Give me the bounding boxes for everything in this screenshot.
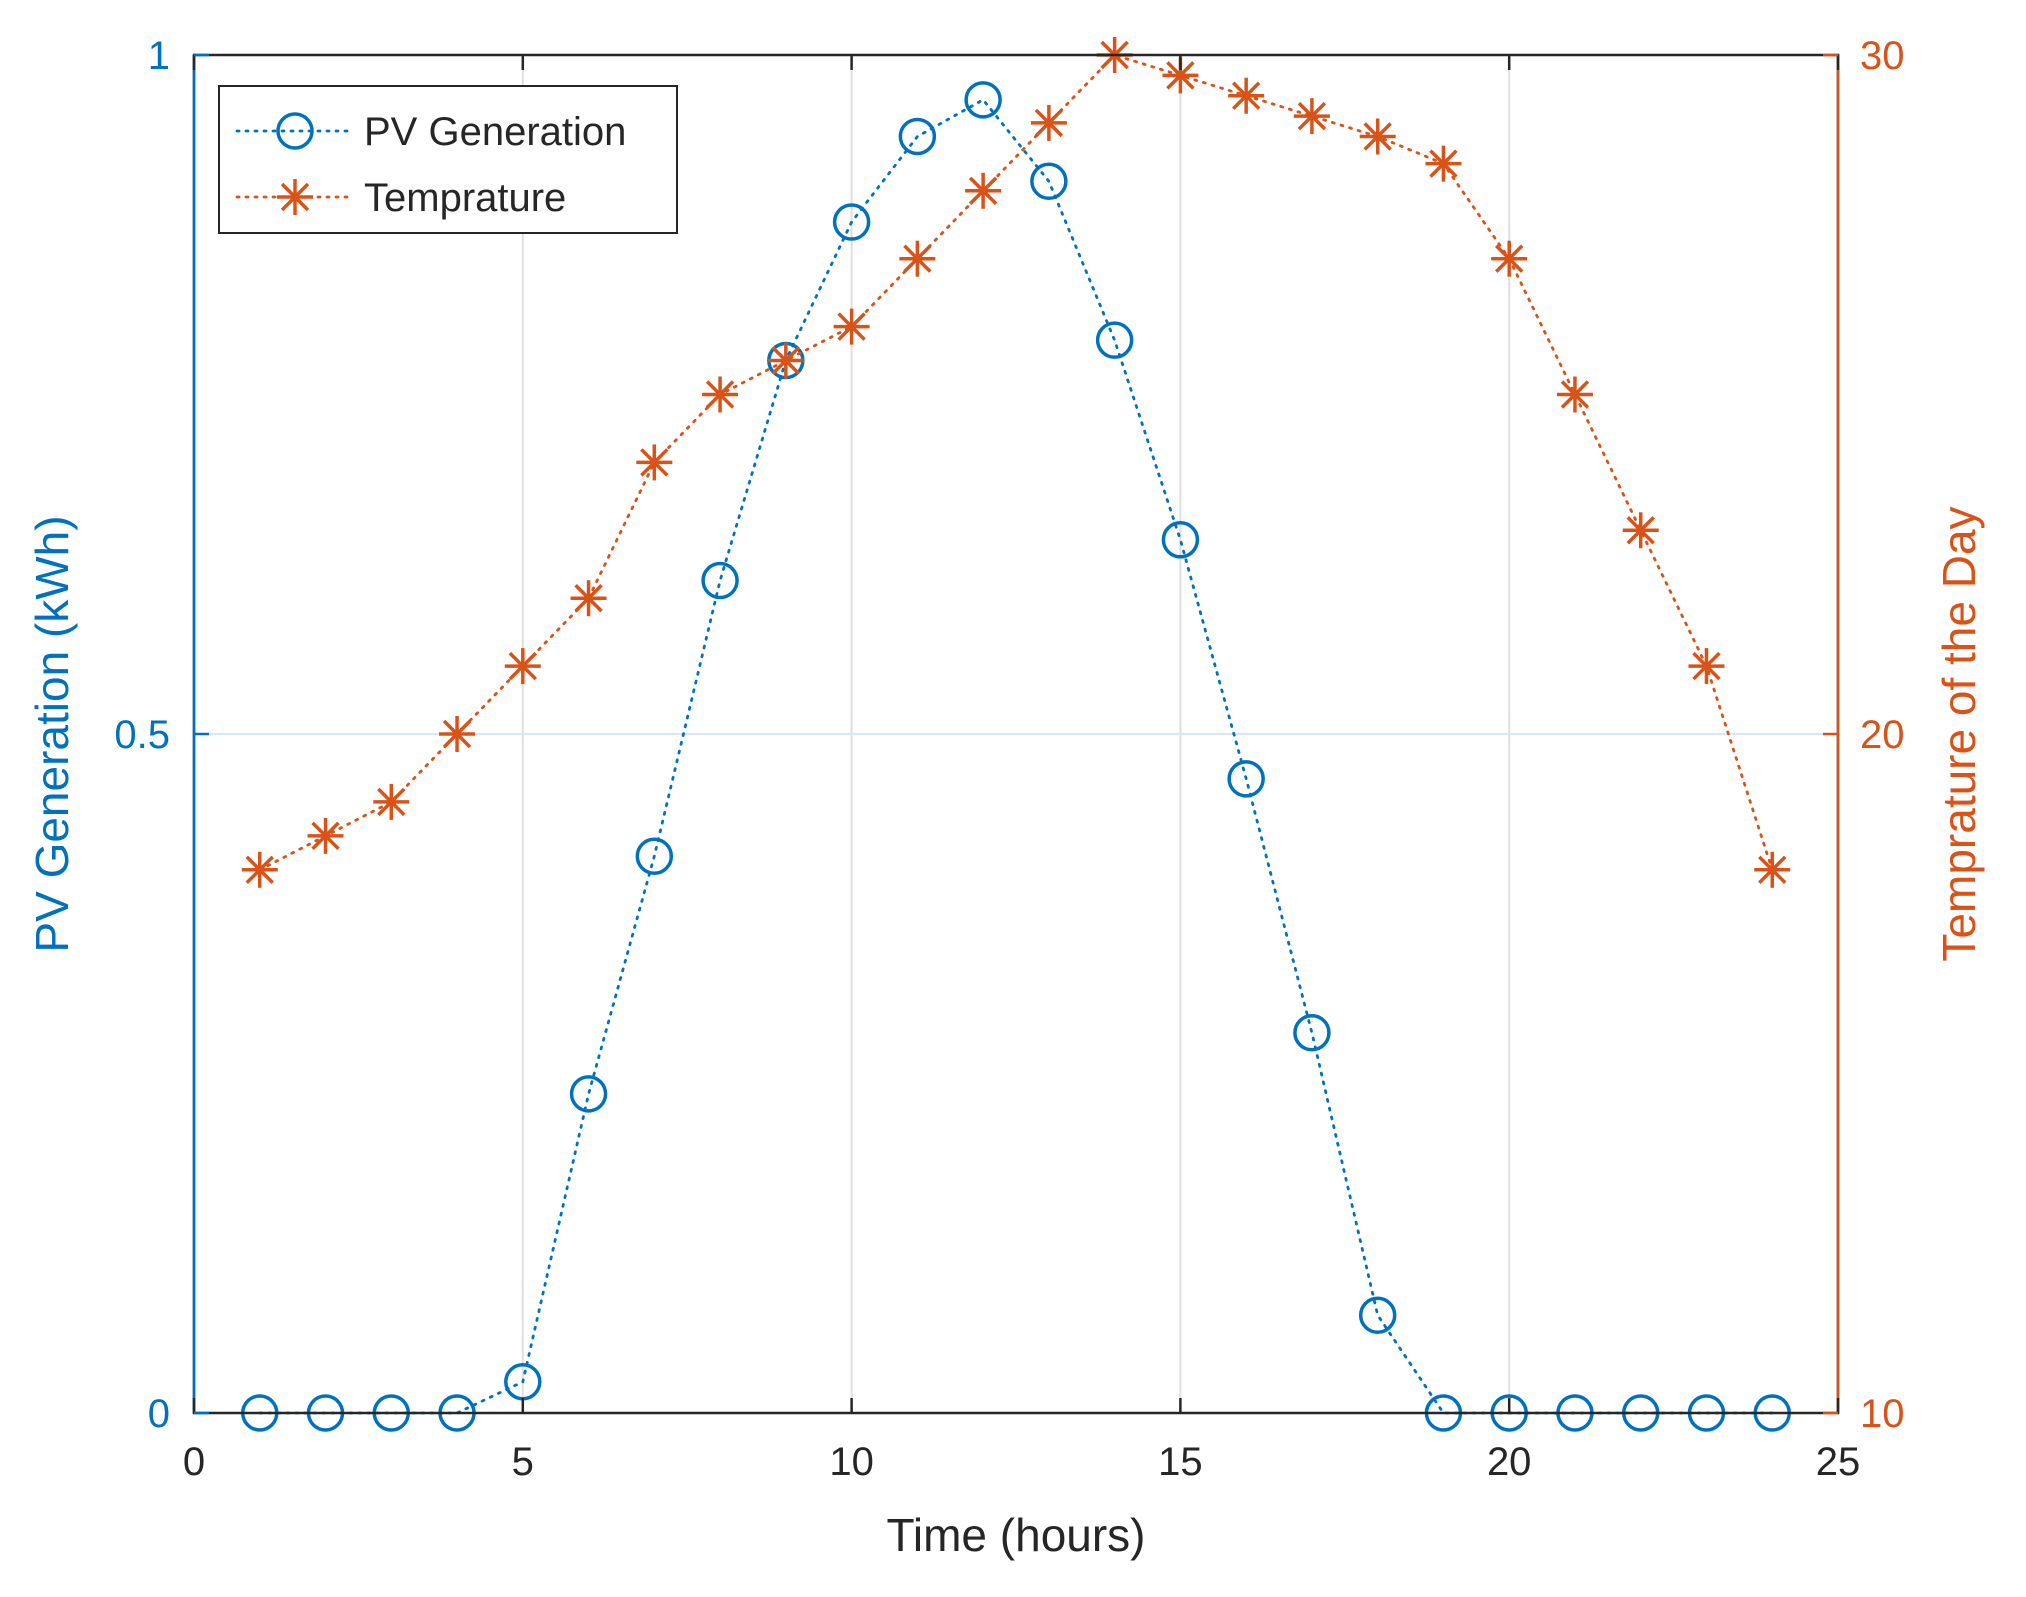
data-point-pv bbox=[1161, 521, 1200, 559]
data-point-pv bbox=[1030, 162, 1068, 201]
series-temperature bbox=[241, 37, 1791, 888]
data-point-temperature bbox=[1359, 118, 1396, 155]
series-pv bbox=[241, 81, 1791, 1432]
data-point-temperature bbox=[965, 172, 1002, 209]
x-tick-label: 15 bbox=[1158, 1440, 1203, 1484]
series-line-pv bbox=[258, 98, 1774, 1415]
data-point-temperature bbox=[1622, 512, 1659, 549]
x-tick-label: 5 bbox=[512, 1440, 534, 1484]
legend: PV Generation Temprature bbox=[218, 85, 678, 234]
data-point-temperature bbox=[899, 240, 936, 277]
legend-item-temperature: Temprature bbox=[235, 176, 566, 220]
data-point-pv bbox=[1095, 321, 1134, 359]
left-y-axis-label: PV Generation (kWh) bbox=[26, 515, 78, 952]
data-point-pv bbox=[1293, 1014, 1331, 1052]
right-y-tick-label: 30 bbox=[1860, 34, 1905, 78]
legend-marker-pv bbox=[276, 112, 314, 150]
x-tick-label: 25 bbox=[1816, 1440, 1861, 1484]
data-point-temperature bbox=[767, 342, 804, 379]
legend-item-pv: PV Generation bbox=[235, 110, 626, 154]
data-point-pv bbox=[635, 837, 674, 875]
data-point-temperature bbox=[439, 716, 476, 752]
data-point-temperature bbox=[636, 444, 673, 481]
x-tick-label: 0 bbox=[183, 1440, 205, 1484]
data-point-pv bbox=[1227, 760, 1265, 798]
data-point-temperature bbox=[504, 648, 541, 685]
data-point-pv bbox=[1358, 1296, 1397, 1334]
data-point-temperature bbox=[241, 851, 278, 888]
right-y-tick-label: 20 bbox=[1860, 713, 1905, 757]
data-point-pv bbox=[569, 1075, 608, 1113]
data-point-temperature bbox=[702, 376, 739, 413]
data-point-temperature bbox=[1228, 77, 1265, 114]
data-point-pv bbox=[964, 81, 1002, 119]
x-axis-label: Time (hours) bbox=[887, 1509, 1146, 1561]
data-point-temperature bbox=[373, 783, 410, 820]
data-point-temperature bbox=[570, 580, 607, 617]
data-point-temperature bbox=[1754, 851, 1791, 888]
data-point-temperature bbox=[833, 308, 870, 345]
legend-label: Temprature bbox=[364, 176, 566, 220]
data-point-pv bbox=[701, 561, 739, 600]
left-y-tick-label: 0.5 bbox=[114, 713, 170, 757]
legend-label: PV Generation bbox=[364, 110, 626, 154]
left-y-tick-label: 1 bbox=[148, 34, 170, 78]
data-point-temperature bbox=[1030, 104, 1067, 141]
data-point-temperature bbox=[1688, 648, 1725, 685]
x-tick-label: 20 bbox=[1487, 1440, 1532, 1484]
data-point-pv bbox=[898, 117, 937, 156]
right-y-tick-label: 10 bbox=[1860, 1392, 1905, 1436]
series-line-temperature bbox=[258, 53, 1774, 872]
data-point-temperature bbox=[1556, 376, 1593, 413]
axis-ticks: 0 5 10 15 20 25 0 0.5 1 10 20 30 bbox=[114, 34, 1904, 1484]
data-point-temperature bbox=[1425, 145, 1462, 182]
right-y-axis-label: Temprature of the Day bbox=[1933, 506, 1985, 961]
legend-marker-temperature bbox=[277, 179, 313, 215]
left-y-tick-label: 0 bbox=[148, 1392, 170, 1436]
data-point-pv bbox=[832, 203, 871, 241]
x-tick-label: 10 bbox=[829, 1440, 874, 1484]
data-point-temperature bbox=[307, 817, 344, 854]
data-point-temperature bbox=[1293, 98, 1330, 135]
data-point-temperature bbox=[1491, 240, 1528, 277]
